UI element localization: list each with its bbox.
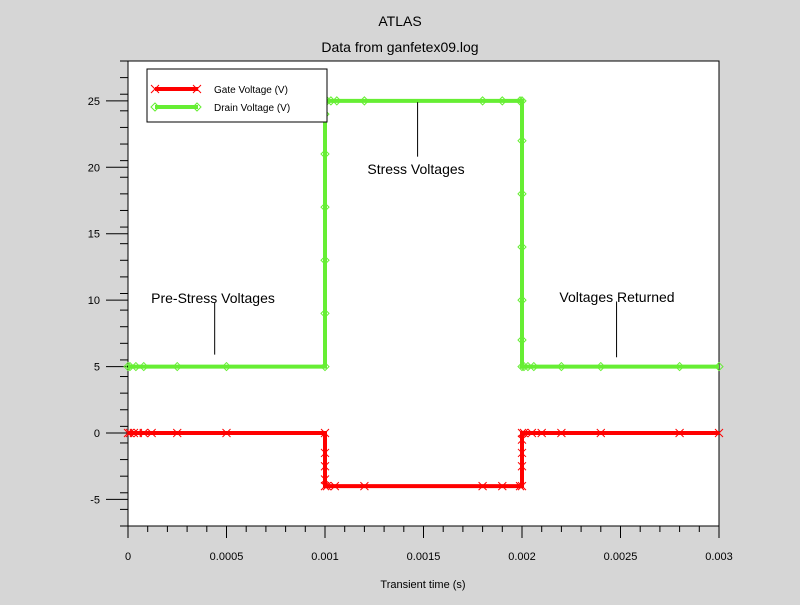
- data-point: [517, 96, 527, 106]
- data-point: [537, 428, 547, 438]
- data-point: [139, 428, 149, 438]
- legend-box: [146, 68, 328, 123]
- data-point: [172, 428, 182, 438]
- y-tick-label: 10: [88, 295, 100, 307]
- data-point: [714, 361, 724, 372]
- data-point: [519, 361, 529, 372]
- data-point: [320, 481, 330, 491]
- data-point: [517, 136, 527, 146]
- x-tick-label: 0: [125, 551, 131, 563]
- data-point: [517, 335, 527, 345]
- data-point: [517, 428, 527, 438]
- series-1: [123, 428, 724, 491]
- legend-label: Drain Voltage (V): [214, 103, 290, 114]
- data-point: [139, 361, 149, 372]
- data-point: [320, 448, 330, 458]
- x-tick-label: 0.0005: [210, 551, 244, 563]
- y-tick-label: 5: [94, 362, 100, 374]
- data-point: [515, 96, 525, 106]
- axes-layer: 0 0.0005 0.001 0.0015 0.002 0.0025 0.003 -5 0 5 10…: [88, 60, 733, 563]
- data-point: [320, 308, 330, 319]
- data-point: [675, 428, 684, 438]
- data-point: [517, 295, 527, 305]
- x-tick-label: 0.001: [311, 551, 339, 563]
- data-point: [596, 428, 606, 438]
- data-point: [497, 481, 507, 491]
- y-tick-label: -5: [90, 494, 100, 506]
- data-point: [320, 461, 330, 471]
- data-point: [557, 428, 566, 438]
- data-point: [674, 361, 685, 372]
- series-layer: [123, 96, 724, 491]
- legend-marker: [192, 102, 202, 112]
- data-point: [556, 361, 567, 372]
- data-point: [517, 448, 527, 458]
- data-point: [529, 361, 539, 372]
- data-point: [322, 481, 332, 491]
- legend-marker: [150, 84, 160, 94]
- data-point: [147, 428, 156, 438]
- data-point: [221, 361, 232, 372]
- data-point: [125, 428, 135, 438]
- chart-title: ATLAS: [378, 13, 421, 29]
- data-point: [519, 428, 529, 438]
- data-point: [330, 481, 340, 491]
- data-point: [477, 96, 488, 106]
- data-point: [320, 475, 330, 484]
- annotation-label: Pre-Stress Voltages: [151, 290, 275, 306]
- chart-subtitle: Data from ganfetex09.log: [321, 39, 478, 55]
- x-tick-label: 0.0025: [604, 551, 638, 563]
- legend: Gate Voltage (V) Drain Voltage (V): [146, 68, 328, 123]
- data-point: [517, 242, 527, 252]
- data-point: [517, 435, 527, 444]
- data-point: [123, 361, 133, 372]
- data-point: [332, 96, 342, 106]
- data-point: [497, 96, 508, 106]
- y-tick-label: 15: [88, 229, 100, 241]
- data-point: [517, 189, 527, 199]
- data-point: [359, 96, 370, 106]
- annotation-label: Stress Voltages: [367, 161, 464, 177]
- plot-area: [127, 60, 720, 527]
- legend-label: Gate Voltage (V): [214, 85, 288, 96]
- data-point: [360, 481, 369, 491]
- y-tick-label: 20: [88, 162, 100, 174]
- data-point: [517, 481, 527, 491]
- data-point: [714, 428, 724, 438]
- x-axis-label: Transient time (s): [380, 579, 465, 591]
- y-tick-label: 25: [88, 96, 100, 108]
- data-point: [320, 428, 330, 438]
- x-tick-label: 0.003: [705, 551, 733, 563]
- legend-marker: [150, 102, 160, 112]
- data-point: [131, 361, 141, 372]
- y-tick-label: 0: [94, 428, 100, 440]
- legend-marker: [192, 84, 202, 94]
- series-2: [123, 96, 724, 372]
- data-point: [478, 481, 487, 491]
- data-point: [596, 361, 606, 372]
- annotation-layer: Pre-Stress Voltages Stress Voltages Voltag…: [151, 102, 675, 358]
- annotation-label: Voltages Returned: [559, 289, 674, 305]
- data-point: [517, 461, 527, 471]
- data-point: [222, 428, 231, 438]
- x-tick-label: 0.002: [508, 551, 536, 563]
- data-point: [172, 361, 182, 372]
- data-point: [129, 428, 139, 438]
- data-point: [320, 149, 330, 159]
- data-point: [320, 361, 330, 372]
- data-point: [320, 255, 330, 265]
- x-tick-label: 0.0015: [407, 551, 441, 563]
- data-point: [320, 202, 330, 212]
- data-point: [515, 481, 525, 491]
- data-point: [527, 428, 537, 438]
